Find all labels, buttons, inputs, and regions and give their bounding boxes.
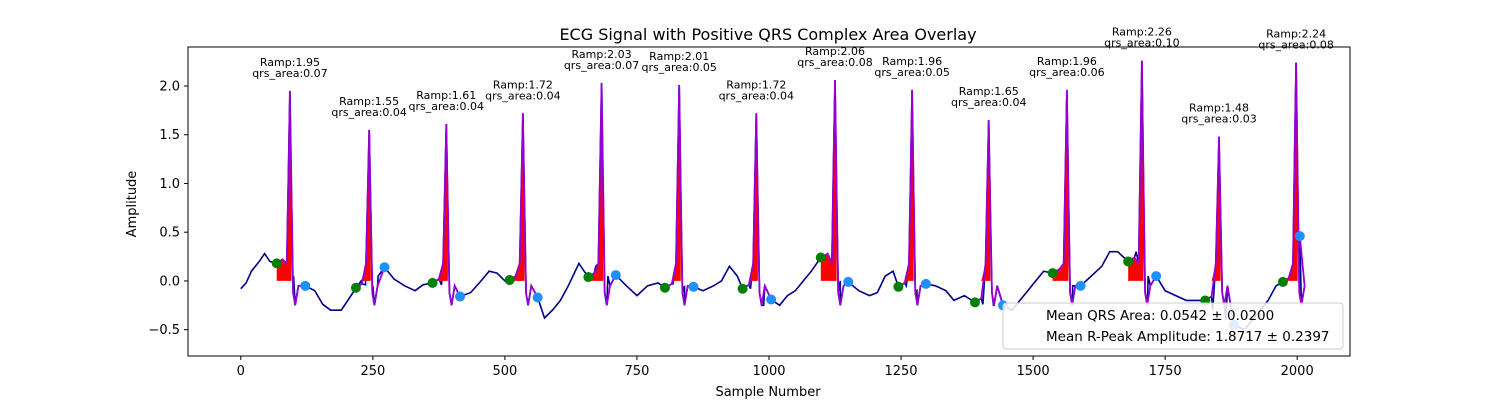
r-amplitude-label: Ramp:2.24 (1266, 28, 1326, 41)
qrs-offset-marker (379, 262, 390, 273)
qrs-onset-marker (1047, 268, 1058, 279)
qrs-segment-line (432, 123, 461, 306)
qrs-offset-marker (610, 270, 621, 281)
x-tick-label: 0 (237, 364, 245, 379)
qrs-area-label: qrs_area:0.04 (951, 96, 1026, 109)
y-tick-label: 1.5 (159, 128, 180, 143)
r-amplitude-label: Ramp:1.48 (1189, 102, 1249, 115)
qrs-segment-line (664, 84, 694, 306)
qrs-offset-marker (1151, 271, 1162, 282)
y-axis-label: Amplitude (125, 171, 140, 238)
x-axis-label: Sample Number (715, 385, 821, 400)
qrs-segment-line (1052, 89, 1081, 306)
y-tick-label: 2.0 (159, 79, 180, 94)
qrs-segment-line (355, 129, 386, 306)
qrs-offset-marker (843, 276, 854, 287)
qrs-offset-marker (920, 278, 931, 289)
qrs-area-label: qrs_area:0.05 (874, 66, 949, 79)
qrs-onset-marker (737, 283, 748, 294)
qrs-offset-marker (688, 281, 699, 292)
qrs-segment-line (742, 113, 772, 306)
qrs-onset-marker (271, 258, 282, 269)
legend-box (1002, 302, 1344, 350)
chart-title: ECG Signal with Positive QRS Complex Are… (559, 25, 976, 44)
x-tick-label: 250 (360, 364, 385, 379)
qrs-onset-marker (659, 282, 670, 293)
r-amplitude-label: Ramp:1.96 (1037, 55, 1097, 68)
qrs-onset-marker (583, 272, 594, 283)
qrs-area-label: qrs_area:0.10 (1104, 37, 1179, 50)
qrs-offset-marker (532, 292, 543, 303)
qrs-segment-line (1204, 136, 1235, 325)
qrs-segment-line (820, 80, 849, 306)
plot-area: Ramp:1.95qrs_area:0.07Ramp:1.55qrs_area:… (240, 26, 1334, 331)
qrs-area-label: qrs_area:0.06 (1029, 66, 1104, 79)
qrs-area-label: qrs_area:0.07 (564, 59, 639, 72)
y-tick-label: 1.0 (159, 177, 180, 192)
r-amplitude-label: Ramp:1.95 (260, 56, 320, 69)
y-tick-label: 0.5 (159, 226, 180, 241)
qrs-area-label: qrs_area:0.05 (641, 61, 716, 74)
x-tick-label: 750 (625, 364, 650, 379)
r-amplitude-label: Ramp:1.72 (493, 78, 553, 91)
qrs-onset-marker (350, 282, 361, 293)
qrs-segment-line (897, 89, 927, 306)
qrs-offset-marker (455, 291, 466, 302)
qrs-onset-marker (969, 297, 980, 308)
qrs-offset-marker (766, 294, 777, 305)
qrs-segment-line (276, 90, 306, 306)
x-tick-label: 1000 (752, 364, 785, 379)
r-amplitude-label: Ramp:2.01 (649, 50, 709, 63)
r-amplitude-label: Ramp:1.55 (339, 95, 399, 108)
axes: 0 250 500 750 1000 1250 1500 1750 2000 −0.5 0.0 0.5… (148, 46, 1351, 379)
qrs-onset-marker (427, 277, 438, 288)
qrs-segment-line (974, 120, 1004, 306)
qrs-offset-marker (1294, 231, 1305, 242)
qrs-area-label: qrs_area:0.08 (797, 56, 872, 69)
legend: Mean QRS Area: 0.0542 ± 0.0200 Mean R-Pea… (1002, 302, 1344, 350)
qrs-area-label: qrs_area:0.04 (331, 106, 406, 119)
qrs-area-label: qrs_area:0.04 (719, 89, 794, 102)
qrs-offset-marker (300, 280, 311, 291)
r-amplitude-label: Ramp:1.96 (882, 55, 942, 68)
x-tick-label: 500 (492, 364, 517, 379)
qrs-onset-marker (504, 274, 515, 285)
x-tick-label: 2000 (1281, 364, 1314, 379)
r-amplitude-label: Ramp:2.26 (1112, 26, 1172, 39)
qrs-segment-line (509, 113, 539, 306)
r-amplitude-label: Ramp:1.65 (959, 85, 1019, 98)
x-tick-label: 1750 (1149, 364, 1182, 379)
x-tick-label: 1250 (884, 364, 917, 379)
qrs-onset-marker (1123, 256, 1134, 267)
r-amplitude-label: Ramp:2.03 (572, 48, 632, 61)
qrs-segment-line (1282, 62, 1306, 306)
qrs-area-label: qrs_area:0.08 (1258, 39, 1333, 52)
qrs-onset-marker (893, 281, 904, 292)
qrs-segment-line (1127, 60, 1157, 306)
y-tick-label: 0.0 (159, 274, 180, 289)
legend-entry: Mean QRS Area: 0.0542 ± 0.0200 (1046, 308, 1274, 324)
qrs-offset-marker (1075, 280, 1086, 291)
qrs-onset-marker (815, 252, 826, 263)
qrs-segment-line (587, 83, 617, 306)
r-amplitude-label: Ramp:2.06 (805, 45, 865, 58)
legend-entry: Mean R-Peak Amplitude: 1.8717 ± 0.2397 (1046, 329, 1330, 345)
qrs-area-label: qrs_area:0.04 (485, 89, 560, 102)
y-tick-label: −0.5 (148, 323, 180, 338)
x-tick-label: 1500 (1017, 364, 1050, 379)
qrs-area-label: qrs_area:0.03 (1181, 113, 1256, 126)
r-amplitude-label: Ramp:1.72 (726, 78, 786, 91)
qrs-area-label: qrs_area:0.07 (252, 67, 327, 80)
qrs-area-label: qrs_area:0.04 (409, 100, 484, 113)
r-amplitude-label: Ramp:1.61 (416, 89, 476, 102)
qrs-onset-marker (1277, 276, 1288, 287)
